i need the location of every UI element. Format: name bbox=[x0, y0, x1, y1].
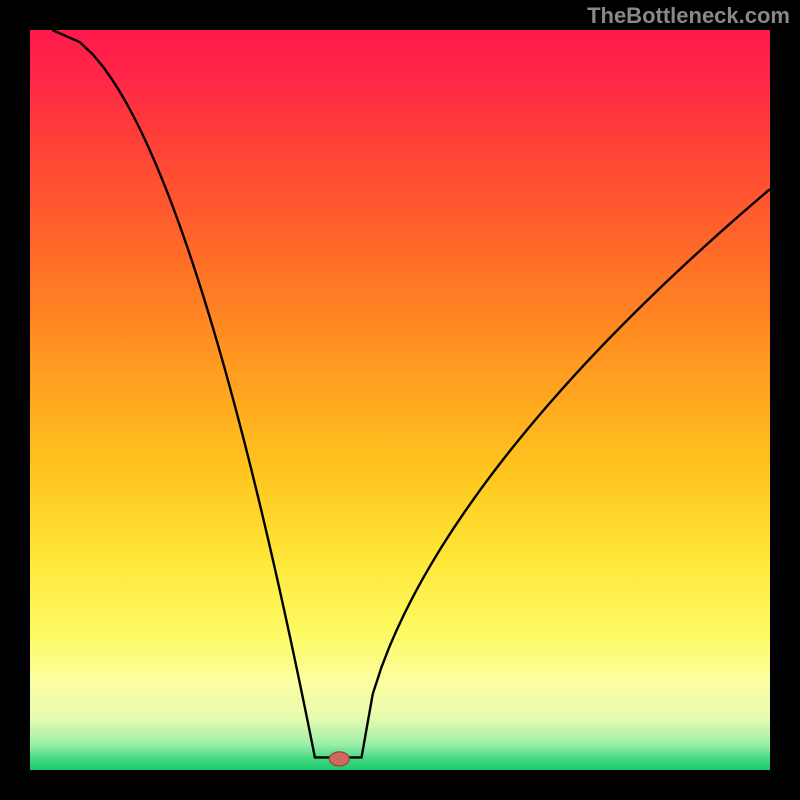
plot-background-gradient bbox=[30, 30, 770, 770]
bottleneck-chart bbox=[0, 0, 800, 800]
chart-container: TheBottleneck.com bbox=[0, 0, 800, 800]
watermark-text: TheBottleneck.com bbox=[587, 3, 790, 29]
optimum-marker bbox=[329, 752, 349, 766]
